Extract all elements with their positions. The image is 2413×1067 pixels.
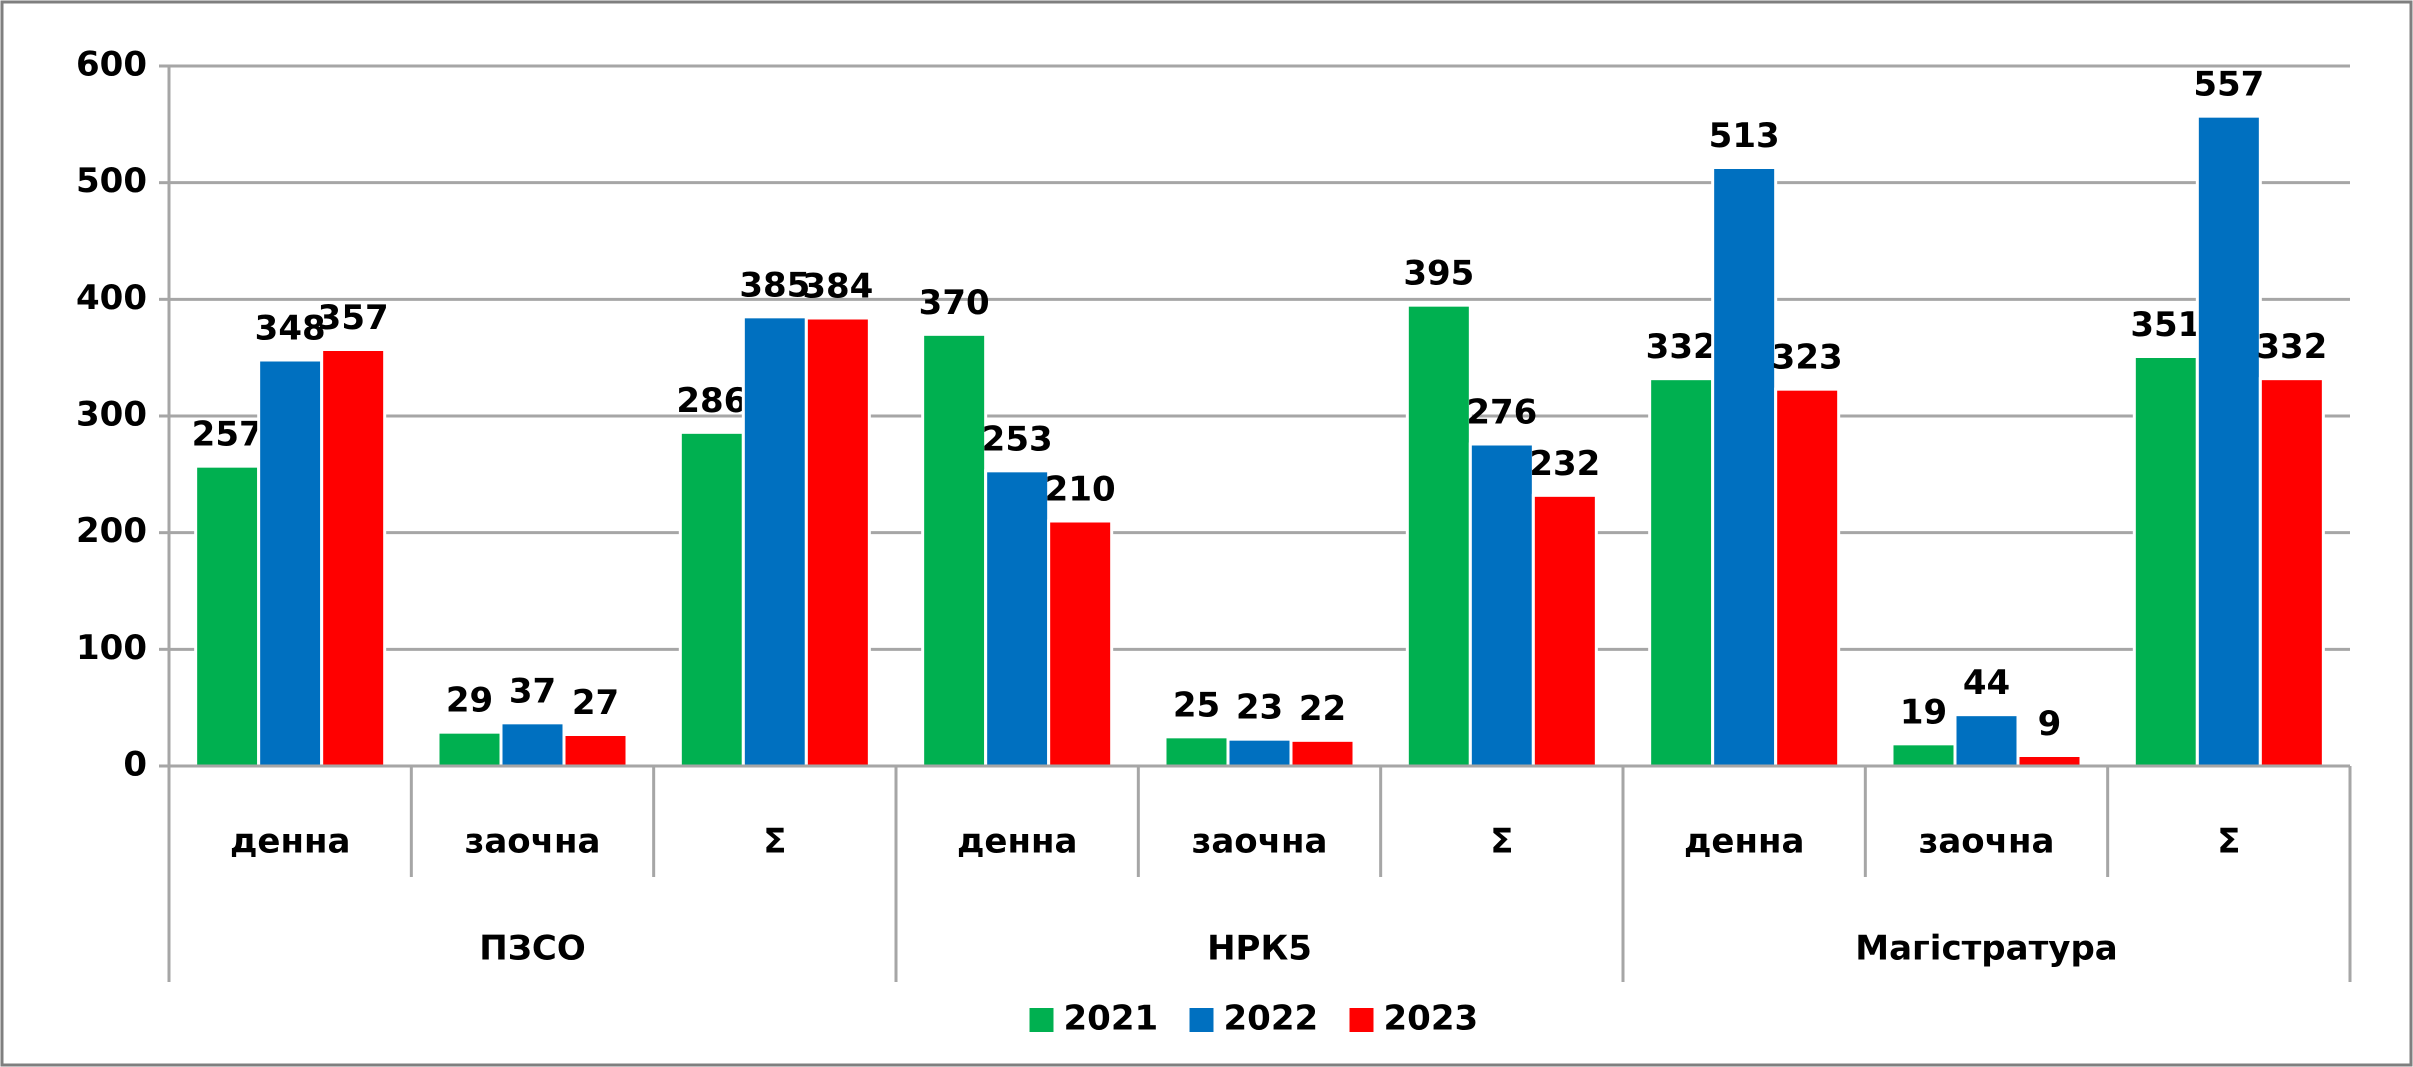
bar <box>1890 742 1957 768</box>
bar <box>436 730 503 768</box>
data-label: 395 <box>1403 254 1474 294</box>
x-tick-label: Σ <box>1490 822 1513 862</box>
y-tick-label: 400 <box>76 278 147 318</box>
x-tick-label: денна <box>957 822 1077 862</box>
y-tick-label: 200 <box>76 511 147 551</box>
data-label: 44 <box>1963 663 2010 703</box>
bar <box>1468 442 1535 768</box>
legend-label: 2022 <box>1224 999 1319 1039</box>
legend-label: 2023 <box>1384 999 1479 1039</box>
bar <box>804 316 871 768</box>
data-label: 210 <box>1045 470 1116 510</box>
data-label: 23 <box>1236 688 1283 728</box>
x-tick-label: денна <box>1684 822 1804 862</box>
bar <box>257 358 324 768</box>
data-label: 276 <box>1466 393 1537 433</box>
group-label: НРК5 <box>1207 929 1312 969</box>
x-tick-label: заочна <box>465 822 601 862</box>
bar <box>1953 713 2020 768</box>
data-label: 25 <box>1173 685 1220 725</box>
bar <box>678 430 745 768</box>
bar <box>194 464 261 768</box>
data-label: 29 <box>446 681 493 721</box>
data-label: 384 <box>802 267 873 307</box>
bar <box>1163 735 1230 768</box>
x-tick-label: заочна <box>1919 822 2055 862</box>
data-label: 9 <box>2038 704 2062 744</box>
bar <box>921 332 988 768</box>
data-label: 22 <box>1299 689 1346 729</box>
legend-swatch <box>1189 1008 1214 1032</box>
data-label: 232 <box>1529 444 1600 484</box>
bar <box>2132 355 2199 768</box>
bar <box>984 469 1051 768</box>
legend-label: 2021 <box>1064 999 1159 1039</box>
bar <box>1711 166 1778 768</box>
data-label: 27 <box>572 683 619 723</box>
y-tick-label: 300 <box>76 395 147 435</box>
y-tick-label: 500 <box>76 161 147 201</box>
bar <box>2258 377 2325 768</box>
data-label: 257 <box>192 415 263 455</box>
legend-swatch <box>1349 1008 1374 1032</box>
bar <box>320 348 387 768</box>
bar <box>1289 738 1356 768</box>
data-label: 19 <box>1900 692 1947 732</box>
x-tick-label: денна <box>230 822 350 862</box>
data-label: 513 <box>1709 116 1780 156</box>
bar <box>2195 114 2262 768</box>
y-tick-label: 0 <box>123 745 147 785</box>
x-tick-label: заочна <box>1192 822 1328 862</box>
y-tick-label: 600 <box>76 45 147 85</box>
data-label: 557 <box>2193 65 2264 105</box>
y-tick-label: 100 <box>76 628 147 668</box>
data-label: 351 <box>2130 305 2201 345</box>
data-label: 37 <box>509 671 556 711</box>
bar <box>741 315 808 768</box>
data-label: 370 <box>919 283 990 323</box>
data-label: 323 <box>1772 338 1843 378</box>
bar <box>499 721 566 768</box>
bar <box>1047 519 1114 768</box>
data-label: 332 <box>2256 327 2327 367</box>
bar <box>1531 493 1598 768</box>
data-label: 357 <box>318 298 389 338</box>
legend-swatch <box>1029 1008 1054 1032</box>
x-tick-label: Σ <box>763 822 786 862</box>
bar <box>1648 377 1715 768</box>
data-label: 253 <box>982 419 1053 459</box>
bar <box>562 733 629 768</box>
group-label: Магістратура <box>1855 929 2118 969</box>
bar <box>1226 737 1293 768</box>
bar <box>1774 387 1841 768</box>
x-tick-label: Σ <box>2217 822 2240 862</box>
data-label: 332 <box>1646 327 1717 367</box>
bar <box>2016 754 2083 768</box>
group-label: ПЗСО <box>479 929 585 969</box>
data-label: 286 <box>676 381 747 421</box>
bar <box>1405 303 1472 768</box>
data-label: 348 <box>255 309 326 349</box>
data-label: 385 <box>739 265 810 305</box>
